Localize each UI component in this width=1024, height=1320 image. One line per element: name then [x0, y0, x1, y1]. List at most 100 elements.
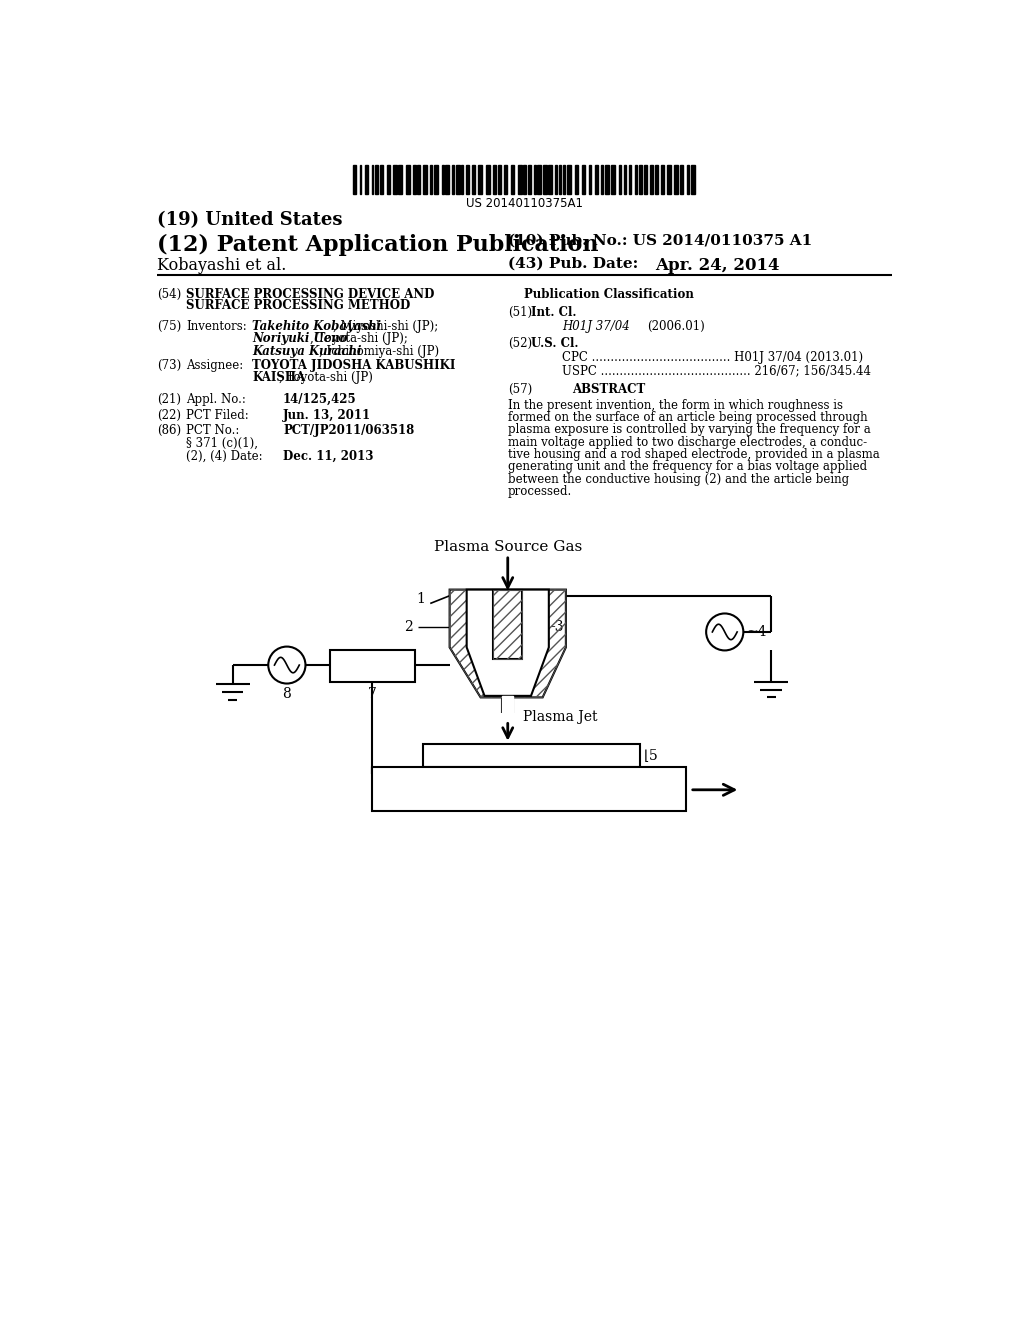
- Text: Takehito Kobayashi: Takehito Kobayashi: [252, 321, 381, 333]
- Bar: [635, 165, 637, 194]
- Bar: [445, 165, 450, 194]
- Text: Kobayashi et al.: Kobayashi et al.: [158, 257, 287, 275]
- Bar: [655, 165, 657, 194]
- Text: PCT/JP2011/063518: PCT/JP2011/063518: [283, 424, 415, 437]
- Bar: [601, 165, 603, 194]
- Bar: [352, 165, 356, 194]
- Text: $\lfloor$5: $\lfloor$5: [643, 747, 658, 763]
- Text: Int. Cl.: Int. Cl.: [531, 306, 577, 319]
- Text: Plasma Source Gas: Plasma Source Gas: [433, 540, 582, 553]
- Text: KAISHA: KAISHA: [252, 371, 305, 384]
- Text: (22): (22): [158, 409, 181, 421]
- Bar: [456, 165, 460, 194]
- Bar: [567, 165, 571, 194]
- Bar: [478, 165, 482, 194]
- Text: , Ichinomiya-shi (JP): , Ichinomiya-shi (JP): [319, 345, 439, 358]
- Text: Jun. 13, 2011: Jun. 13, 2011: [283, 409, 371, 421]
- Bar: [674, 165, 678, 194]
- Bar: [589, 165, 591, 194]
- Text: ~4: ~4: [746, 624, 767, 639]
- Bar: [461, 165, 463, 194]
- Bar: [650, 165, 653, 194]
- Polygon shape: [493, 590, 522, 659]
- Text: PCT No.:: PCT No.:: [186, 424, 240, 437]
- Bar: [639, 165, 642, 194]
- Bar: [629, 165, 631, 194]
- Bar: [494, 165, 496, 194]
- Bar: [555, 165, 557, 194]
- Bar: [498, 165, 501, 194]
- Polygon shape: [467, 590, 549, 696]
- Bar: [575, 165, 579, 194]
- Bar: [620, 165, 622, 194]
- Text: SURFACE PROCESSING METHOD: SURFACE PROCESSING METHOD: [186, 300, 411, 313]
- Bar: [442, 165, 443, 194]
- Bar: [393, 165, 396, 194]
- Text: 7: 7: [368, 686, 377, 701]
- Bar: [372, 165, 373, 194]
- Bar: [417, 165, 420, 194]
- Text: In the present invention, the form in which roughness is: In the present invention, the form in wh…: [508, 399, 843, 412]
- Text: generating unit and the frequency for a bias voltage applied: generating unit and the frequency for a …: [508, 461, 867, 474]
- Bar: [430, 165, 432, 194]
- Text: (21): (21): [158, 393, 181, 407]
- Bar: [414, 165, 416, 194]
- Text: (54): (54): [158, 288, 181, 301]
- Bar: [504, 165, 507, 194]
- Bar: [691, 165, 695, 194]
- Bar: [563, 165, 565, 194]
- Text: plasma exposure is controlled by varying the frequency for a: plasma exposure is controlled by varying…: [508, 424, 870, 437]
- Text: Plasma Jet: Plasma Jet: [523, 710, 598, 725]
- Bar: [380, 165, 383, 194]
- Bar: [386, 165, 390, 194]
- Text: tive housing and a rod shaped electrode, provided in a plasma: tive housing and a rod shaped electrode,…: [508, 447, 880, 461]
- Bar: [472, 165, 474, 194]
- Text: (57): (57): [508, 383, 532, 396]
- Bar: [434, 165, 438, 194]
- Text: (2006.01): (2006.01): [647, 321, 705, 333]
- Text: USPC ........................................ 216/67; 156/345.44: USPC ...................................…: [562, 364, 871, 378]
- Text: PCT Filed:: PCT Filed:: [186, 409, 249, 421]
- Text: Apr. 24, 2014: Apr. 24, 2014: [655, 257, 779, 275]
- Text: (75): (75): [158, 321, 181, 333]
- Text: 2: 2: [404, 619, 414, 634]
- Bar: [583, 165, 586, 194]
- Bar: [687, 165, 689, 194]
- Bar: [511, 165, 514, 194]
- Text: Noriyuki Ueno: Noriyuki Ueno: [252, 333, 347, 346]
- Polygon shape: [450, 590, 566, 697]
- Text: (10) Pub. No.: US 2014/0110375 A1: (10) Pub. No.: US 2014/0110375 A1: [508, 234, 812, 248]
- Bar: [452, 165, 454, 194]
- Text: , Toyota-shi (JP);: , Toyota-shi (JP);: [310, 333, 409, 346]
- Text: SURFACE PROCESSING DEVICE AND: SURFACE PROCESSING DEVICE AND: [186, 288, 434, 301]
- Text: U.S. Cl.: U.S. Cl.: [531, 337, 579, 350]
- Text: , Miyoshi-shi (JP);: , Miyoshi-shi (JP);: [333, 321, 438, 333]
- Bar: [423, 743, 640, 767]
- Bar: [528, 165, 531, 194]
- Bar: [549, 165, 552, 194]
- Text: (19) United States: (19) United States: [158, 211, 343, 228]
- Bar: [486, 165, 490, 194]
- Text: formed on the surface of an article being processed through: formed on the surface of an article bein…: [508, 411, 867, 424]
- Text: 8: 8: [283, 686, 291, 701]
- Text: Dec. 11, 2013: Dec. 11, 2013: [283, 449, 374, 462]
- Text: (2), (4) Date:: (2), (4) Date:: [186, 449, 263, 462]
- Bar: [372, 767, 686, 812]
- Text: Inventors:: Inventors:: [186, 321, 247, 333]
- Bar: [375, 165, 378, 194]
- Text: TOYOTA JIDOSHA KABUSHIKI: TOYOTA JIDOSHA KABUSHIKI: [252, 359, 456, 372]
- Bar: [605, 165, 609, 194]
- Text: ABSTRACT: ABSTRACT: [571, 383, 645, 396]
- Text: Publication Classification: Publication Classification: [523, 288, 693, 301]
- Bar: [667, 165, 671, 194]
- Text: § 371 (c)(1),: § 371 (c)(1),: [186, 437, 258, 450]
- Text: main voltage applied to two discharge electrodes, a conduc-: main voltage applied to two discharge el…: [508, 436, 867, 449]
- Bar: [535, 165, 536, 194]
- Text: (73): (73): [158, 359, 181, 372]
- Bar: [365, 165, 368, 194]
- Bar: [559, 165, 561, 194]
- Text: CPC ..................................... H01J 37/04 (2013.01): CPC ....................................…: [562, 351, 863, 364]
- Text: 14/125,425: 14/125,425: [283, 393, 356, 407]
- Bar: [407, 165, 410, 194]
- Text: Katsuya Kurachi: Katsuya Kurachi: [252, 345, 361, 358]
